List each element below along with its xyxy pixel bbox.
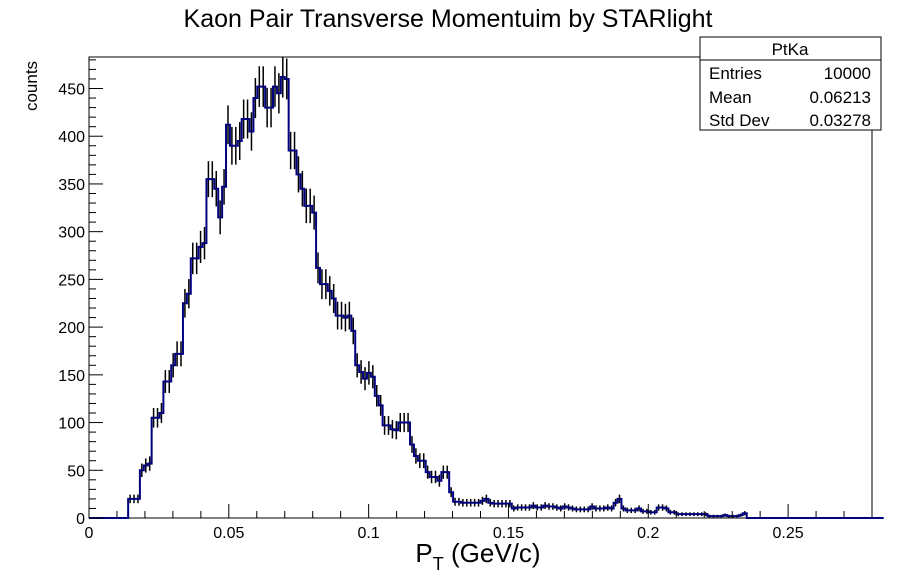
y-axis-label: counts: [22, 61, 41, 111]
x-tick-label: 0.25: [773, 525, 804, 542]
stats-stddev-label: Std Dev: [709, 111, 770, 130]
stats-box-name: PtKa: [772, 40, 809, 59]
y-tick-label: 0: [76, 511, 85, 528]
y-tick-label: 350: [58, 177, 85, 194]
x-axis-label: PT (GeV/c): [415, 538, 540, 574]
x-tick-label: 0.1: [358, 525, 380, 542]
histogram-line: [89, 76, 884, 519]
y-tick-label: 50: [67, 463, 85, 480]
x-axis-label-main: P: [415, 538, 432, 568]
y-tick-label: 450: [58, 81, 85, 98]
stats-box: PtKa Entries 10000 Mean 0.06213 Std Dev …: [699, 36, 882, 131]
y-tick-label: 100: [58, 416, 85, 433]
stats-stddev-value: 0.03278: [810, 111, 871, 130]
error-bars: [129, 57, 746, 518]
x-tick-label: 0.05: [213, 525, 244, 542]
chart-title: Kaon Pair Transverse Momentuim by STARli…: [184, 5, 713, 33]
axis-tick-labels: 0 0.05 0.1 0.15 0.2 0.25 0 50 100 150 200 250 300 350…: [58, 81, 803, 542]
y-tick-label: 250: [58, 272, 85, 289]
y-tick-label: 150: [58, 368, 85, 385]
axis-ticks: [88, 59, 873, 519]
stats-entries-label: Entries: [709, 64, 762, 83]
stats-box-frame: [699, 36, 882, 131]
x-axis-label-subscript: T: [433, 554, 444, 574]
x-tick-label: 0.15: [493, 525, 524, 542]
x-tick-label: 0.2: [637, 525, 659, 542]
y-tick-label: 200: [58, 320, 85, 337]
stats-entries-value: 10000: [824, 64, 871, 83]
y-tick-label: 400: [58, 129, 85, 146]
x-axis-label-unit: (GeV/c): [444, 538, 541, 568]
stats-mean-label: Mean: [709, 88, 752, 107]
stats-mean-value: 0.06213: [810, 88, 871, 107]
x-tick-label: 0: [85, 525, 94, 542]
y-tick-label: 300: [58, 225, 85, 242]
